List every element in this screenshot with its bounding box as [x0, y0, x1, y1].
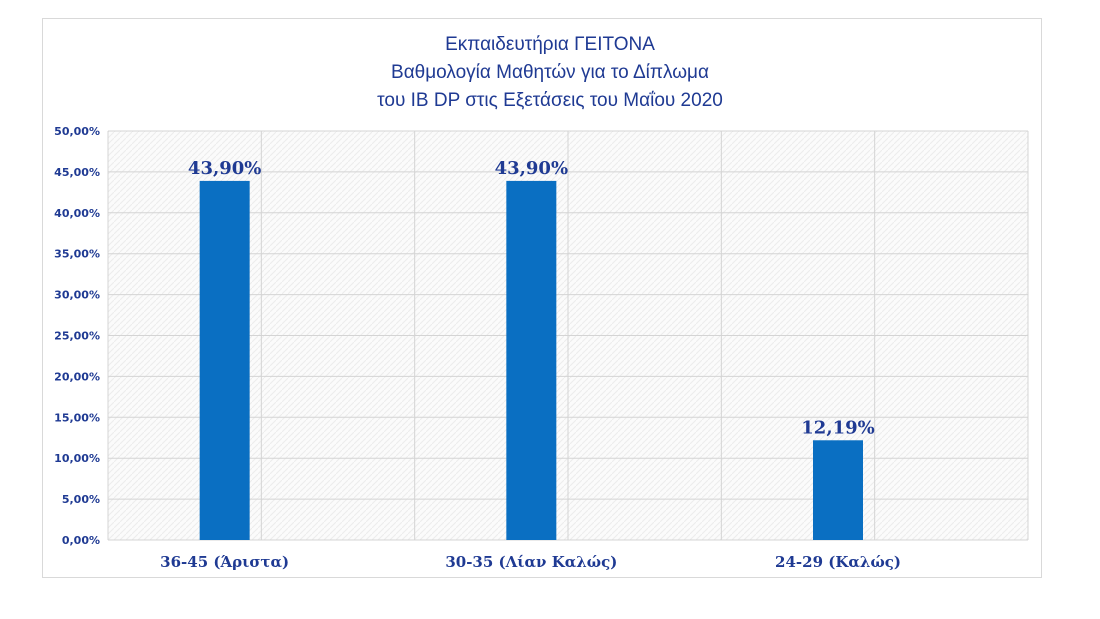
y-tick-label: 40,00% [54, 207, 100, 220]
bars [199, 180, 863, 540]
y-tick-label: 30,00% [54, 289, 100, 302]
y-tick-label: 25,00% [54, 330, 100, 343]
x-tick-label: 24-29 (Καλώς) [775, 553, 901, 571]
y-tick-label: 0,00% [62, 534, 100, 547]
bar [813, 440, 863, 540]
data-label: 43,90% [495, 158, 568, 179]
chart-title-line-3: του IB DP στις Εξετάσεις του Μαΐου 2020 [377, 90, 723, 111]
y-tick-label: 15,00% [54, 411, 100, 424]
gridlines [107, 130, 1029, 541]
x-tick-label: 36-45 (Άριστα) [160, 553, 289, 571]
data-label: 43,90% [188, 158, 261, 179]
y-tick-label: 35,00% [54, 248, 100, 261]
x-axis-ticks: 36-45 (Άριστα) 30-35 (Λίαν Καλώς) 24-29 (Κ… [160, 553, 901, 571]
y-axis-ticks: 0,00% 5,00% 10,00% 15,00% 20,00% 25,00% 30,00%… [54, 125, 100, 547]
chart-title-line-1: Εκπαιδευτήρια ΓΕΙΤΟΝΑ [445, 34, 655, 55]
chart-title: Εκπαιδευτήρια ΓΕΙΤΟΝΑ Βαθμολογία Μαθητών… [377, 34, 723, 111]
y-tick-label: 20,00% [54, 370, 100, 383]
y-tick-label: 5,00% [62, 493, 100, 506]
bar [199, 180, 250, 540]
bar [506, 180, 557, 540]
y-tick-label: 50,00% [54, 125, 100, 138]
x-tick-label: 30-35 (Λίαν Καλώς) [445, 553, 617, 571]
y-tick-label: 10,00% [54, 452, 100, 465]
data-label: 12,19% [801, 417, 874, 438]
data-labels: 43,90% 43,90% 12,19% [188, 158, 875, 438]
y-tick-label: 45,00% [54, 166, 100, 179]
chart-title-line-2: Βαθμολογία Μαθητών για το Δίπλωμα [391, 62, 709, 83]
